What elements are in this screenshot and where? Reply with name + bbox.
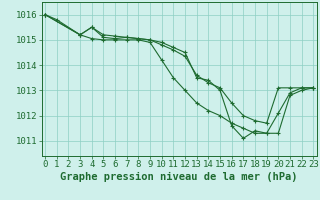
X-axis label: Graphe pression niveau de la mer (hPa): Graphe pression niveau de la mer (hPa) bbox=[60, 172, 298, 182]
